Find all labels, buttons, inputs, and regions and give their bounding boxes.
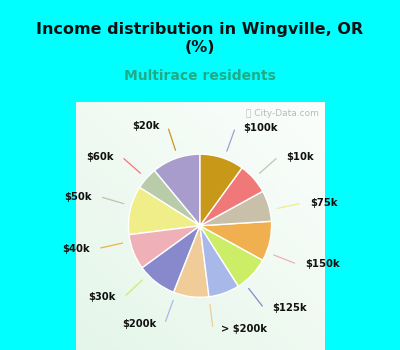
Wedge shape xyxy=(200,221,272,260)
Wedge shape xyxy=(174,226,209,297)
Text: $75k: $75k xyxy=(310,198,337,208)
Wedge shape xyxy=(200,226,263,286)
Wedge shape xyxy=(200,154,242,226)
Wedge shape xyxy=(129,226,200,268)
Text: > $200k: > $200k xyxy=(221,324,267,334)
Wedge shape xyxy=(200,168,263,226)
Text: $10k: $10k xyxy=(286,152,314,162)
Text: $50k: $50k xyxy=(64,192,92,202)
Wedge shape xyxy=(140,170,200,226)
Text: $200k: $200k xyxy=(122,319,157,329)
Text: $60k: $60k xyxy=(86,152,114,162)
Wedge shape xyxy=(200,226,238,297)
Text: $40k: $40k xyxy=(62,244,90,253)
Text: $125k: $125k xyxy=(272,303,306,313)
Text: ⓘ City-Data.com: ⓘ City-Data.com xyxy=(246,109,319,118)
Text: $150k: $150k xyxy=(305,259,340,269)
Text: $100k: $100k xyxy=(243,122,278,133)
Wedge shape xyxy=(142,226,200,292)
Wedge shape xyxy=(200,191,272,226)
Text: $20k: $20k xyxy=(132,121,160,132)
Text: Income distribution in Wingville, OR
(%): Income distribution in Wingville, OR (%) xyxy=(36,22,364,55)
Wedge shape xyxy=(128,187,200,235)
Text: $30k: $30k xyxy=(88,292,116,302)
Wedge shape xyxy=(154,154,200,226)
Text: Multirace residents: Multirace residents xyxy=(124,69,276,83)
